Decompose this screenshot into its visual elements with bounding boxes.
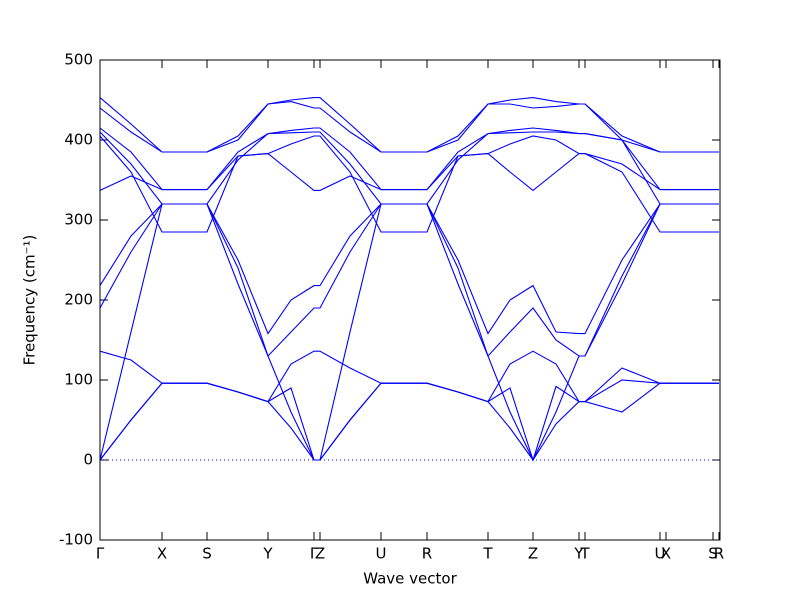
y-tick-label: 200 bbox=[64, 291, 93, 309]
band-line bbox=[99, 131, 719, 205]
band-line bbox=[99, 203, 719, 335]
band-line bbox=[99, 367, 719, 462]
band-line bbox=[99, 350, 719, 403]
x-tick-label: Y bbox=[262, 545, 273, 563]
x-tick-label: Y bbox=[573, 545, 584, 563]
x-tick-label: R bbox=[714, 545, 724, 563]
y-tick-label: 0 bbox=[83, 451, 93, 469]
band-line bbox=[99, 101, 719, 153]
band-line bbox=[99, 203, 719, 462]
band-line bbox=[99, 127, 719, 191]
band-line bbox=[99, 153, 719, 192]
x-tick-label: X bbox=[661, 545, 671, 563]
y-tick-label: -100 bbox=[59, 531, 93, 549]
x-tick-label: U bbox=[655, 545, 666, 563]
plot-frame bbox=[99, 59, 721, 541]
y-tick-label: 500 bbox=[64, 51, 93, 69]
x-tick-label: U bbox=[376, 545, 387, 563]
x-tick-label: X bbox=[157, 545, 167, 563]
band-line bbox=[99, 203, 719, 358]
x-tick-label: S bbox=[202, 545, 212, 563]
x-tick-label: Z bbox=[315, 545, 325, 563]
x-axis-label: Wave vector bbox=[363, 570, 457, 588]
band-line bbox=[99, 97, 719, 153]
y-axis-label: Frequency (cm⁻¹) bbox=[21, 235, 39, 366]
x-tick-label: T bbox=[482, 545, 493, 563]
y-tick-label: 400 bbox=[64, 131, 93, 149]
x-tick-label: R bbox=[422, 545, 432, 563]
x-tick-label: S bbox=[708, 545, 718, 563]
band-line bbox=[99, 135, 719, 233]
x-tick-label: Γ bbox=[96, 545, 105, 563]
y-tick-label: 100 bbox=[64, 371, 93, 389]
x-tick-label: T bbox=[579, 545, 590, 563]
x-tick-label: Z bbox=[528, 545, 538, 563]
y-tick-label: 300 bbox=[64, 211, 93, 229]
band-line bbox=[99, 382, 719, 461]
x-tick-label: Γ bbox=[310, 545, 319, 563]
